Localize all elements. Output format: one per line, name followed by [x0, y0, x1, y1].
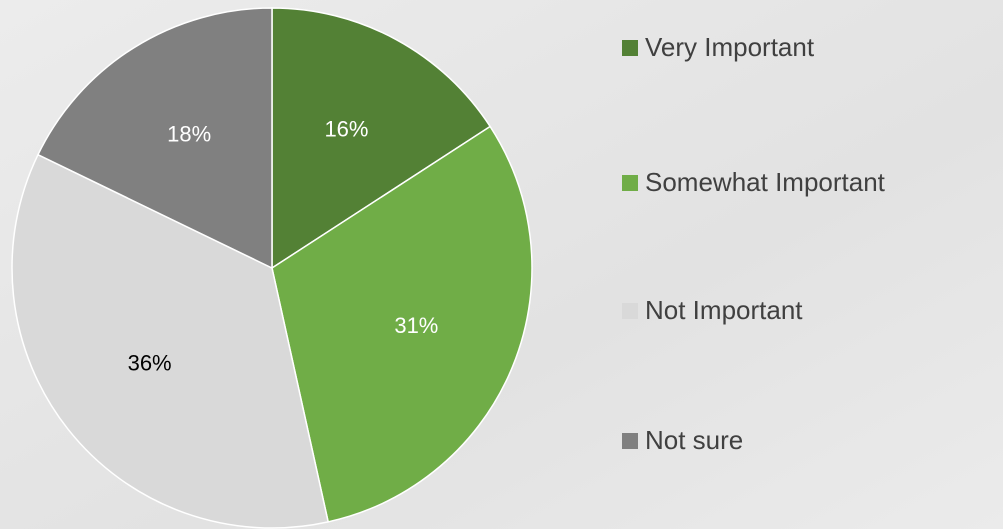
legend-swatch — [622, 175, 638, 191]
data-label: 31% — [394, 313, 438, 338]
data-label: 36% — [128, 351, 172, 376]
legend-swatch — [622, 40, 638, 56]
data-label: 18% — [167, 122, 211, 147]
data-label: 16% — [324, 117, 368, 142]
legend-label: Not sure — [645, 425, 743, 455]
legend-label: Somewhat Important — [645, 167, 886, 197]
chart: 16% 31% 36% 18% Very Important Somewhat Impor… — [0, 0, 1003, 529]
legend-swatch — [622, 433, 638, 449]
page: {"chart_data": {"type": "pie", "categori… — [0, 0, 1003, 529]
legend-label: Very Important — [645, 32, 815, 62]
legend-label: Not Important — [645, 295, 803, 325]
legend-swatch — [622, 303, 638, 319]
